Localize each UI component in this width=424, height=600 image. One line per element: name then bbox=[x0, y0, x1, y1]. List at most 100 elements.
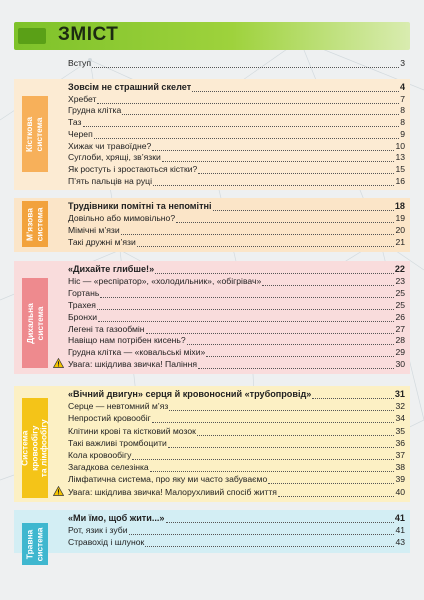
toc-entry-page: 41 bbox=[394, 513, 405, 523]
toc-entry[interactable]: Навіщо нам потрібен кисень? 28 bbox=[68, 335, 405, 346]
toc-entry-title: Бронхи bbox=[68, 311, 98, 322]
toc-entry-title: Лімфатична система, про яку ми часто заб… bbox=[68, 474, 268, 485]
toc-entry-page: 19 bbox=[395, 213, 405, 223]
toc-entry[interactable]: Такі важливі тромбоцити 36 bbox=[68, 438, 405, 448]
toc-entry[interactable]: Гортань 25 bbox=[68, 288, 405, 298]
toc-entry[interactable]: Кола кровообігу 37 bbox=[68, 450, 405, 460]
dot-leader bbox=[92, 60, 400, 68]
toc-entry[interactable]: Клітини крові та кістковий мозок 35 bbox=[68, 426, 405, 436]
toc-entry[interactable]: Рот, язик і зуби 41 bbox=[68, 525, 405, 536]
toc-entry[interactable]: Хребет 7 bbox=[68, 94, 405, 104]
section-tab[interactable]: Система кровообігу та лімфообігу bbox=[20, 398, 49, 498]
toc-section-heading[interactable]: Зовсім не страшний скелет 4 bbox=[68, 82, 405, 92]
toc-entry[interactable]: Грудна клітка — «ковальські міхи» 29 bbox=[68, 347, 405, 358]
toc-entry-page: 43 bbox=[395, 537, 405, 548]
section-band bbox=[14, 510, 410, 553]
toc-entry-page: 37 bbox=[395, 450, 405, 460]
toc-entry[interactable]: Загадкова селезінка 38 bbox=[68, 462, 405, 473]
dot-leader bbox=[136, 239, 395, 247]
toc-entry[interactable]: Лімфатична система, про яку ми часто заб… bbox=[68, 474, 405, 485]
toc-entry[interactable]: Як ростуть і зростаються кістки? 15 bbox=[68, 164, 405, 174]
toc-entry-title: Грудна клітка — «ковальські міхи» bbox=[68, 347, 206, 358]
dot-leader bbox=[145, 539, 395, 548]
toc-entry-page: 40 bbox=[395, 486, 405, 497]
toc-entry[interactable]: Серце — невтомний м’яз 32 bbox=[68, 401, 405, 412]
toc-entry-intro[interactable]: Вступ 3 bbox=[68, 58, 405, 68]
toc-entry[interactable]: Такі дружні м’язи 21 bbox=[68, 237, 405, 247]
toc-entry[interactable]: Трахея 25 bbox=[68, 300, 405, 310]
toc-entry-page: 16 bbox=[395, 175, 405, 186]
toc-entry-page: 8 bbox=[400, 105, 405, 116]
toc-entry[interactable]: Бронхи 26 bbox=[68, 312, 405, 322]
toc-section-heading[interactable]: «Вічний двигун» серця й кровоносний «тру… bbox=[68, 389, 405, 399]
toc-entry[interactable]: Суглоби, хрящі, зв’язки 13 bbox=[68, 152, 405, 163]
toc-entry[interactable]: Стравохід і шлунок 43 bbox=[68, 537, 405, 548]
warning-icon bbox=[53, 485, 64, 496]
toc-entry-page: 32 bbox=[395, 401, 405, 412]
toc-entry-title: Клітини крові та кістковий мозок bbox=[68, 425, 196, 436]
section-band bbox=[14, 386, 410, 502]
toc-entry[interactable]: Хижак чи травоїдне? 10 bbox=[68, 141, 405, 151]
toc-entry-page: 10 bbox=[395, 140, 405, 151]
toc-entry[interactable]: Непростий кровообіг 34 bbox=[68, 413, 405, 424]
dot-leader bbox=[155, 266, 394, 274]
toc-entry[interactable]: Увага: шкідлива звичка! Малорухливий спо… bbox=[53, 485, 405, 497]
toc-entry[interactable]: Ніс — «респіратор», «холодильник», «обіг… bbox=[68, 276, 405, 286]
dot-leader bbox=[277, 489, 395, 497]
toc-entry-page: 18 bbox=[394, 201, 405, 211]
dot-leader bbox=[169, 403, 395, 412]
dot-leader bbox=[132, 452, 395, 460]
dot-leader bbox=[198, 361, 395, 370]
dot-leader bbox=[262, 278, 395, 286]
toc-entry-title: «Вічний двигун» серця й кровоносний «тру… bbox=[68, 389, 312, 399]
toc-section-heading[interactable]: «Ми їмо, щоб жити...» 41 bbox=[68, 513, 405, 523]
toc-entry-title: Непростий кровообіг bbox=[68, 413, 151, 424]
toc-entry-page: 7 bbox=[400, 93, 405, 104]
toc-entry[interactable]: Таз 8 bbox=[68, 117, 405, 128]
toc-entry[interactable]: Довільно або мимовільно? 19 bbox=[68, 213, 405, 223]
toc-entry[interactable]: Грудна клітка 8 bbox=[68, 105, 405, 116]
section-tab[interactable]: Кісткова система bbox=[22, 96, 48, 172]
dot-leader bbox=[198, 166, 395, 174]
toc-entry[interactable]: П’ять пальців на руці 16 bbox=[68, 176, 405, 186]
section-tab[interactable]: Травна система bbox=[22, 523, 48, 565]
dot-leader bbox=[122, 107, 400, 116]
toc-entry-page: 34 bbox=[395, 413, 405, 424]
toc-section-heading[interactable]: «Дихайте глибше!» 22 bbox=[68, 264, 405, 274]
toc-entry-title: Увага: шкідлива звичка! Паління bbox=[68, 359, 198, 370]
dot-leader bbox=[268, 476, 395, 485]
title-bar: ЗМІСТ bbox=[14, 22, 410, 50]
toc-entry-title: Таз bbox=[68, 117, 82, 128]
toc-entry-title: Стравохід і шлунок bbox=[68, 537, 145, 548]
section-band bbox=[14, 198, 410, 252]
toc-entry-page: 13 bbox=[395, 152, 405, 163]
dot-leader bbox=[152, 178, 395, 186]
toc-entry-page: 3 bbox=[400, 58, 405, 68]
dot-leader bbox=[97, 96, 400, 104]
dot-leader bbox=[128, 527, 395, 536]
toc-entry-title: П’ять пальців на руці bbox=[68, 175, 152, 186]
toc-entry-page: 8 bbox=[400, 117, 405, 128]
section-tab-label: М’язова система bbox=[24, 207, 45, 241]
section-band bbox=[14, 261, 410, 375]
toc-entry[interactable]: Мімічні м’язи 20 bbox=[68, 225, 405, 235]
section-tab-label: Травна система bbox=[24, 527, 45, 561]
toc-entry-page: 30 bbox=[395, 359, 405, 370]
toc-entry[interactable]: Легені та газообмін 27 bbox=[68, 324, 405, 334]
dot-leader bbox=[149, 464, 395, 473]
dot-leader bbox=[186, 337, 395, 346]
toc-entry-title: Навіщо нам потрібен кисень? bbox=[68, 335, 186, 346]
dot-leader bbox=[176, 215, 395, 223]
toc-section-heading[interactable]: Трудівники помітні та непомітні 18 bbox=[68, 201, 405, 211]
dot-leader bbox=[196, 428, 395, 436]
warning-icon bbox=[53, 358, 64, 369]
toc-entry-title: Такі дружні м’язи bbox=[68, 237, 136, 247]
dot-leader bbox=[206, 349, 395, 358]
toc-entry-page: 25 bbox=[395, 299, 405, 310]
toc-entry-page: 41 bbox=[395, 525, 405, 536]
section-tab[interactable]: Дихальна система bbox=[22, 278, 48, 368]
toc-entry[interactable]: Череп 9 bbox=[68, 129, 405, 139]
toc-entry-title: Загадкова селезінка bbox=[68, 462, 149, 473]
toc-entry[interactable]: Увага: шкідлива звичка! Паління 30 bbox=[53, 358, 405, 370]
section-tab[interactable]: М’язова система bbox=[22, 201, 48, 247]
